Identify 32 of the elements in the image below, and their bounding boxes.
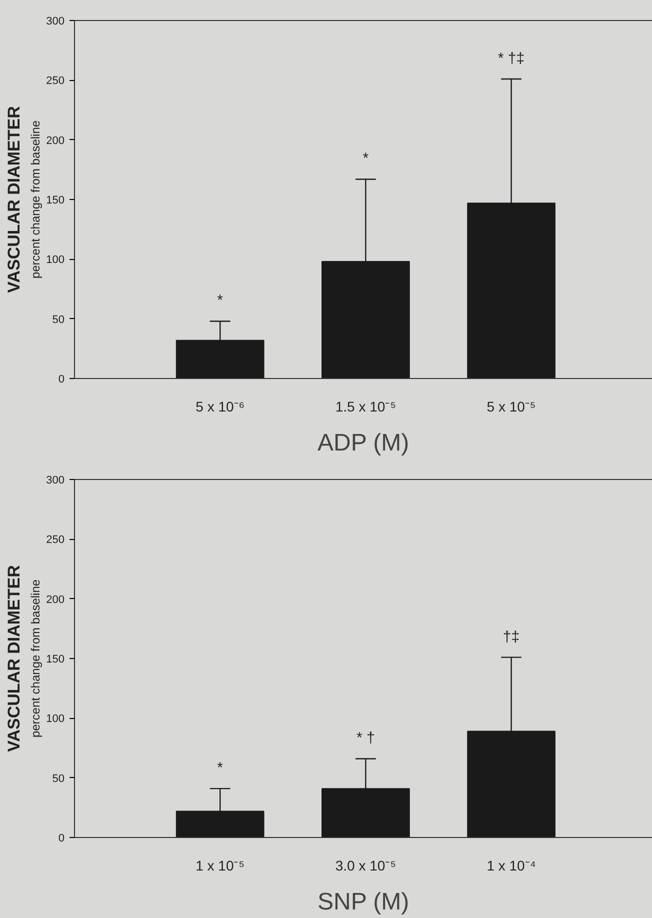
x-tick-label: 3.0 x 10⁻⁵: [335, 858, 396, 874]
y-axis-title: VASCULAR DIAMETER: [4, 106, 24, 293]
y-tick-label: 300: [46, 474, 65, 486]
text: percent change from baseline: [28, 120, 42, 279]
x-tick-label: 1 x 10⁻⁵: [196, 858, 245, 874]
x-axis-title: SNP (M): [318, 888, 410, 916]
y-tick-label: 250: [46, 75, 65, 88]
text: percent change from baseline: [28, 579, 42, 738]
x-tick-label: 1.5 x 10⁻⁵: [335, 398, 396, 414]
y-tick-label: 0: [58, 832, 65, 844]
x-axis-title: ADP (M): [318, 430, 410, 456]
annotation: †‡: [502, 628, 520, 646]
annotation: *: [217, 292, 224, 310]
y-axis-title: VASCULAR DIAMETER: [4, 565, 24, 752]
y-tick-label: 0: [58, 374, 65, 386]
annotation: * †: [356, 730, 375, 747]
annotation: * †‡: [498, 50, 525, 67]
y-tick-label: 50: [52, 772, 65, 785]
x-tick-label: 1 x 10⁻⁴: [486, 858, 536, 874]
y-tick-label: 150: [46, 194, 65, 206]
x-tick-label: 5 x 10⁻⁶: [196, 398, 245, 414]
y-tick-label: 300: [46, 16, 65, 28]
y-tick-label: 50: [52, 314, 65, 326]
y-tick-label: 250: [46, 534, 65, 546]
annotation: *: [217, 760, 224, 777]
y-tick-label: 100: [46, 254, 65, 266]
x-tick-label: 5 x 10⁻⁵: [486, 398, 536, 414]
y-tick-label: 200: [46, 134, 65, 147]
y-tick-label: 100: [46, 713, 65, 726]
y-tick-label: 200: [46, 594, 65, 606]
y-tick-label: 150: [46, 654, 65, 666]
annotation: *: [362, 150, 369, 168]
